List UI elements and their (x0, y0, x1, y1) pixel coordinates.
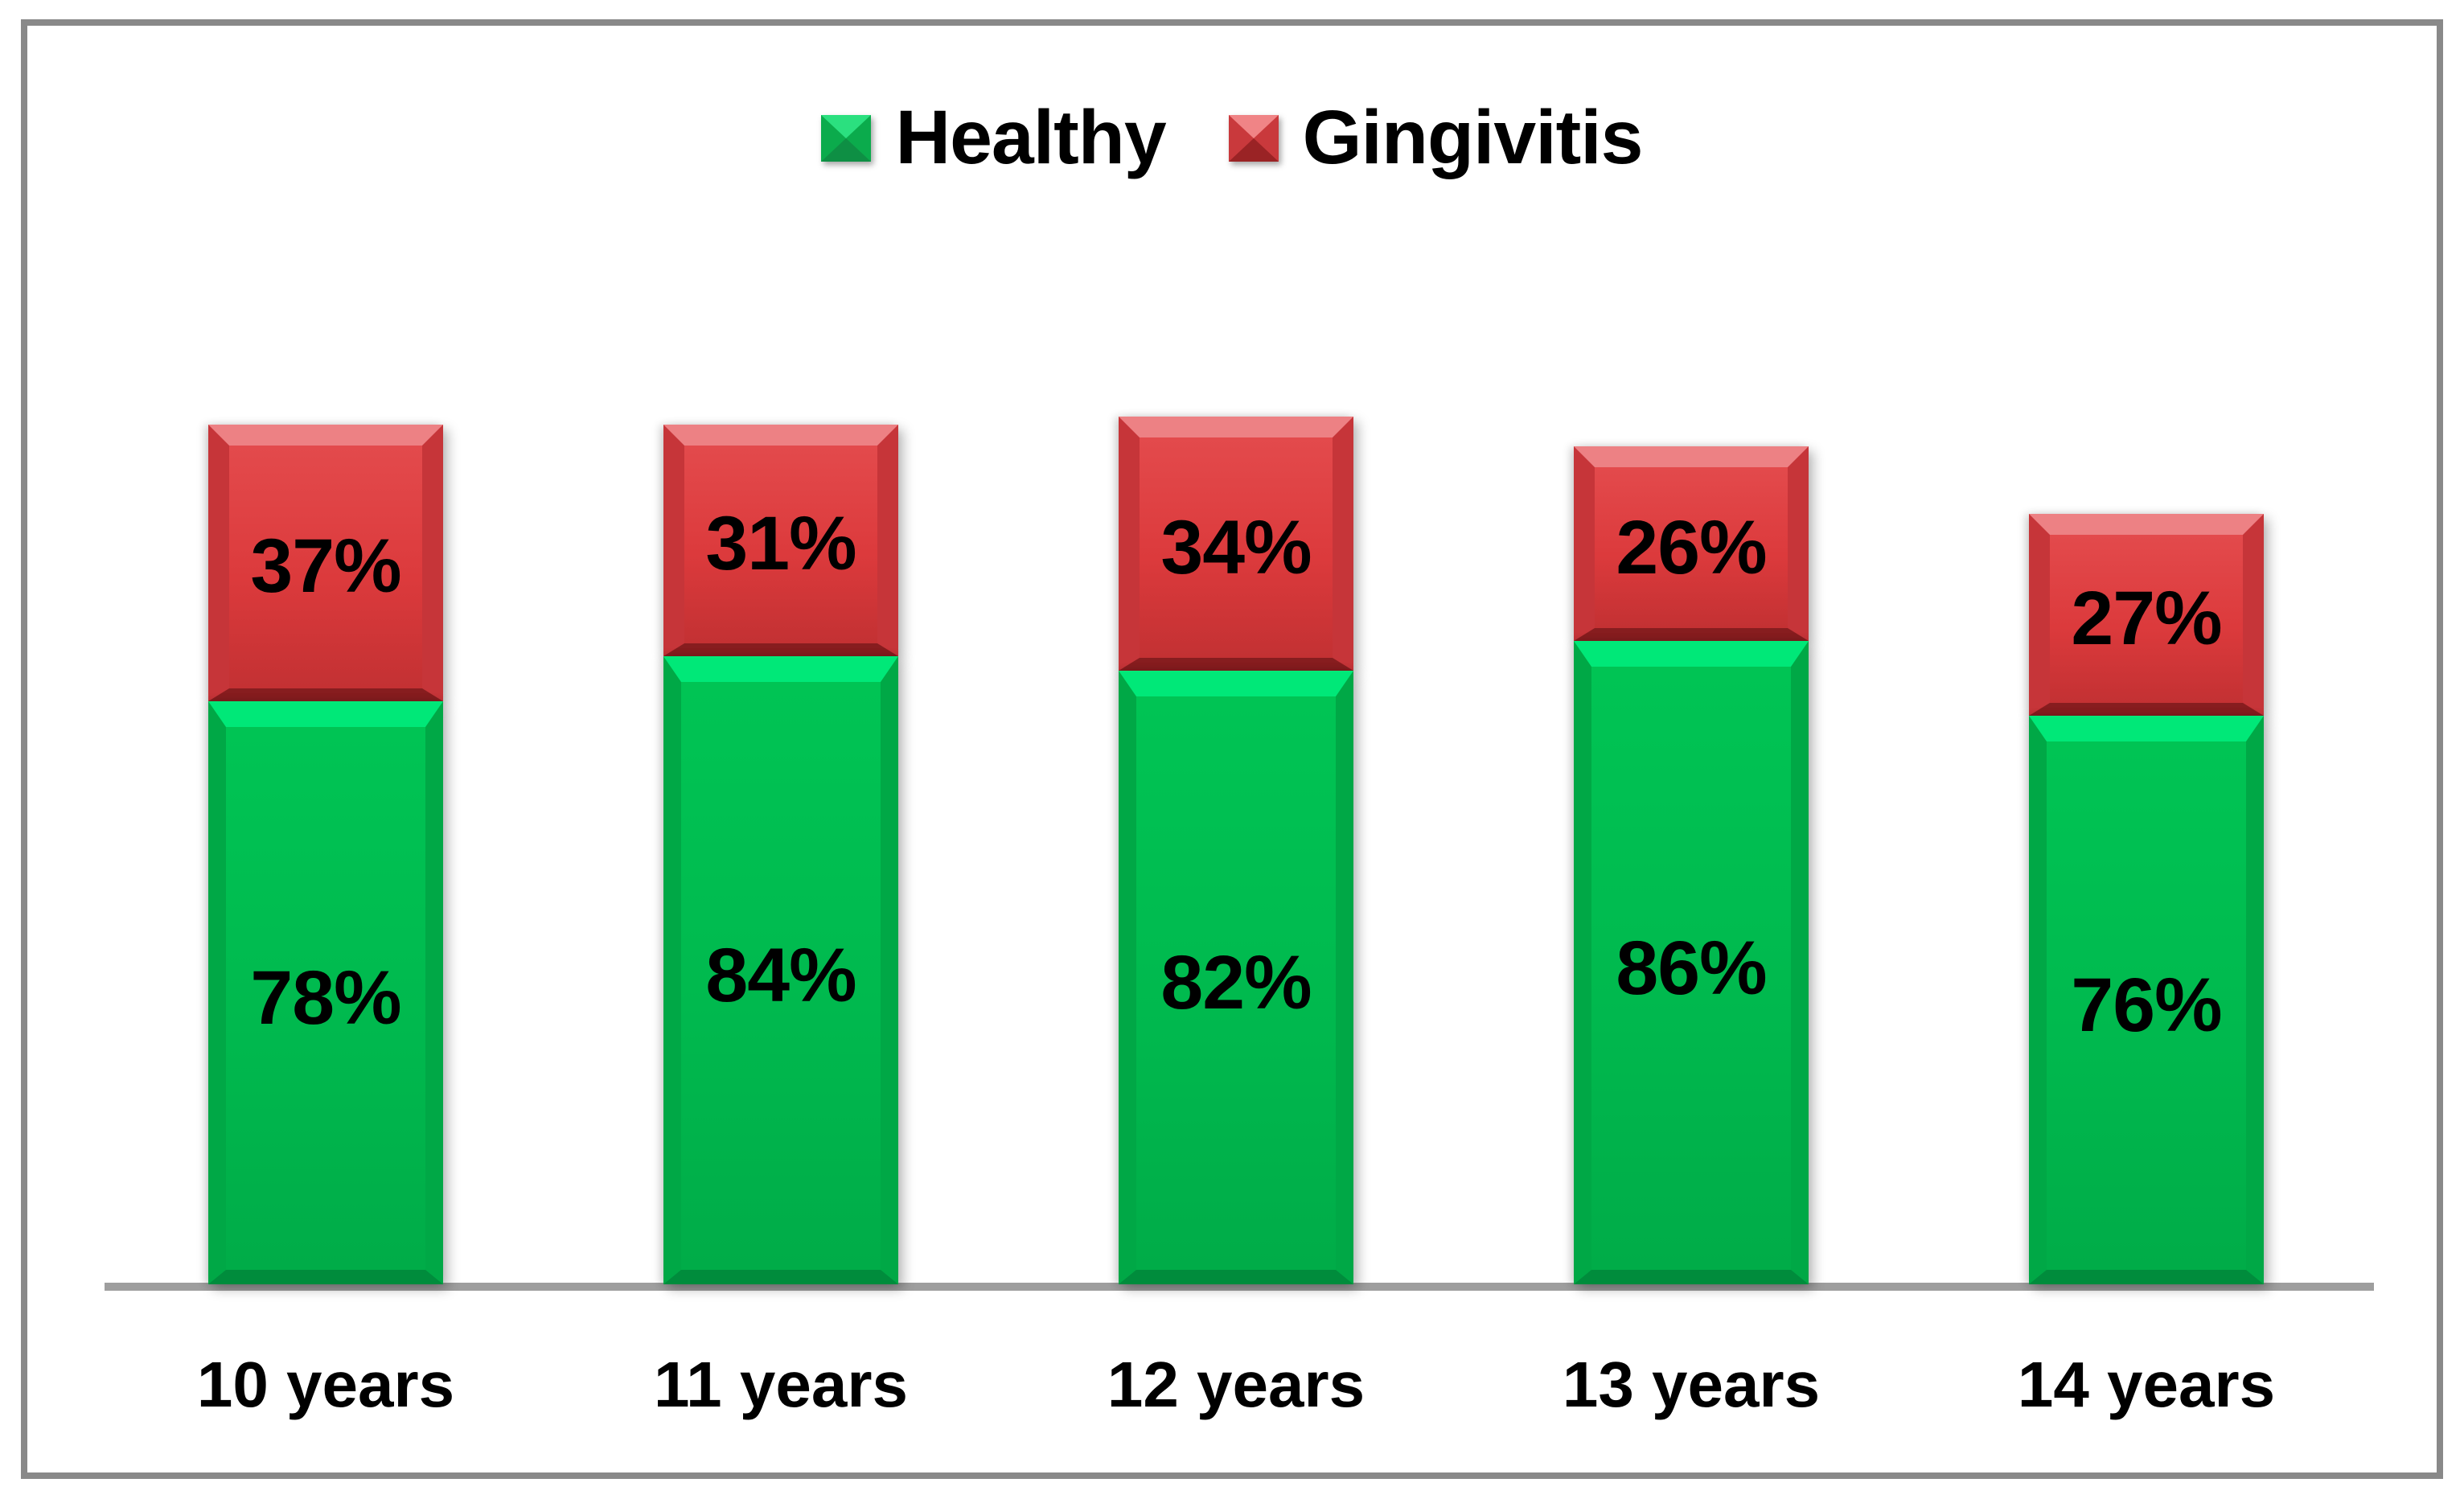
x-axis-label-10-years: 10 years (196, 1349, 455, 1420)
healthy-value-label: 82% (1160, 940, 1312, 1026)
legend-label-gingivitis: Gingivitis (1302, 95, 1644, 180)
bar-segment-gingivitis: 31% (663, 424, 898, 656)
gingivitis-value-label: 37% (250, 524, 401, 610)
bar-segment-healthy: 78% (208, 700, 443, 1284)
bar-segment-gingivitis: 37% (208, 424, 443, 701)
bar-11-years: 31% 84% (663, 424, 898, 1284)
bar-segment-gingivitis: 26% (1574, 446, 1809, 642)
bar-segment-healthy: 86% (1574, 641, 1809, 1284)
legend-item-healthy: Healthy (821, 95, 1167, 180)
legend: Healthy Gingivitis (0, 100, 2464, 176)
bar-segment-gingivitis: 34% (1119, 417, 1353, 672)
healthy-value-label: 78% (250, 955, 401, 1041)
healthy-value-label: 86% (1616, 925, 1767, 1011)
gingivitis-value-label: 31% (705, 501, 856, 587)
x-axis-label-14-years: 14 years (2017, 1349, 2276, 1420)
gingivitis-value-label: 34% (1160, 504, 1312, 590)
bar-12-years: 34% 82% (1119, 417, 1353, 1284)
bar-13-years: 26% 86% (1574, 446, 1809, 1284)
x-axis-label-11-years: 11 years (654, 1349, 908, 1420)
x-axis-label-12-years: 12 years (1107, 1349, 1365, 1420)
bar-segment-gingivitis: 27% (2029, 514, 2264, 717)
gingivitis-value-label: 27% (2071, 576, 2222, 662)
legend-item-gingivitis: Gingivitis (1228, 95, 1644, 180)
gingivitis-swatch-icon (1228, 114, 1279, 162)
bar-segment-healthy: 76% (2029, 716, 2264, 1284)
gingivitis-value-label: 26% (1616, 504, 1767, 590)
healthy-swatch-icon (821, 114, 872, 162)
bar-14-years: 27% 76% (2029, 514, 2264, 1284)
x-axis-label-13-years: 13 years (1562, 1349, 1821, 1420)
x-axis-line (105, 1283, 2374, 1291)
healthy-value-label: 76% (2071, 963, 2222, 1049)
bar-10-years: 37% 78% (208, 424, 443, 1284)
healthy-value-label: 84% (705, 932, 856, 1018)
bar-segment-healthy: 84% (663, 655, 898, 1284)
legend-label-healthy: Healthy (895, 95, 1166, 180)
bar-segment-healthy: 82% (1119, 671, 1353, 1284)
